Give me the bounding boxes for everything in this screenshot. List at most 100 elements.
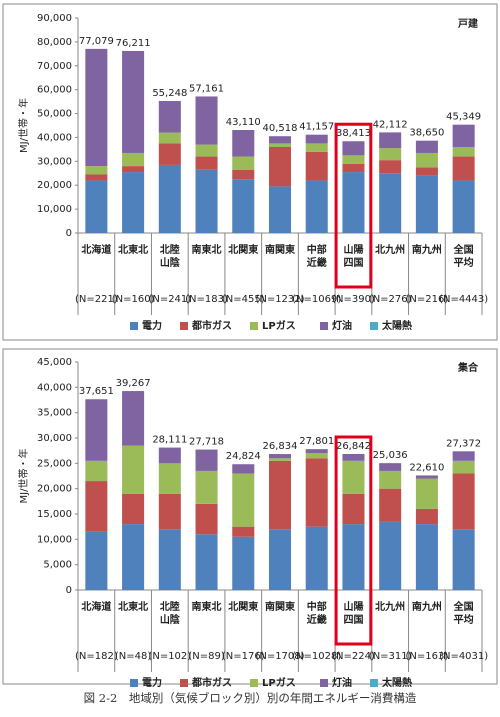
x-tick-label: 南東北 xyxy=(192,600,222,613)
total-label: 38,650 xyxy=(409,128,444,139)
x-tick-label: 北関東 xyxy=(228,243,258,256)
bar-segment xyxy=(452,473,475,530)
bar-segment xyxy=(158,164,181,233)
bar-segment xyxy=(305,526,328,590)
y-tick-label: 25,000 xyxy=(37,458,72,469)
x-tick-label: 北陸 xyxy=(160,600,180,613)
x-tick-label: 四国 xyxy=(343,614,363,626)
bar-segment xyxy=(195,470,218,504)
bar-segment xyxy=(268,529,292,590)
total-label: 24,824 xyxy=(226,451,261,462)
x-tick-label: 山陰 xyxy=(160,613,181,626)
bar-segment xyxy=(268,460,292,530)
sample-size: (N=1069) xyxy=(292,294,341,305)
total-label: 27,718 xyxy=(189,437,224,448)
total-label: 28,111 xyxy=(152,435,187,446)
bar-segment xyxy=(305,143,328,152)
x-tick-label: 平均 xyxy=(454,613,474,626)
bar-segment xyxy=(305,458,328,527)
total-label: 43,110 xyxy=(226,117,261,128)
bar-segment xyxy=(342,524,365,590)
x-tick-label: 山陽 xyxy=(343,243,363,256)
bar-segment xyxy=(85,481,108,532)
bar-segment xyxy=(268,458,292,461)
x-tick-label: 山陽 xyxy=(343,600,363,613)
bar-segment xyxy=(268,454,292,459)
y-tick-label: 40,000 xyxy=(37,382,72,393)
sample-size: (N=4031) xyxy=(439,651,488,662)
total-label: 27,801 xyxy=(299,436,334,447)
x-tick-label: 近畿 xyxy=(307,613,327,626)
total-label: 26,834 xyxy=(263,441,298,452)
bar-segment xyxy=(305,453,328,459)
bar-segment xyxy=(195,503,218,535)
legend-swatch xyxy=(320,322,328,330)
bar-segment xyxy=(415,175,438,233)
total-label: 41,157 xyxy=(299,122,334,133)
bar-segment xyxy=(379,132,402,149)
y-axis-label: MJ/世帯・年 xyxy=(17,98,30,153)
total-label: 57,161 xyxy=(189,83,224,94)
y-tick-label: 0 xyxy=(66,585,72,596)
bar-segment xyxy=(379,173,402,233)
bar-segment xyxy=(122,50,145,153)
x-tick-label: 北九州 xyxy=(375,243,405,256)
bar-segment xyxy=(342,141,365,156)
bar-segment xyxy=(195,156,218,170)
x-tick-label: 平均 xyxy=(454,256,474,269)
sample-size: (N=4443) xyxy=(439,294,488,305)
bar-segment xyxy=(415,478,438,509)
highlight-box xyxy=(334,435,373,646)
bar-segment xyxy=(305,151,328,181)
y-tick-label: 20,000 xyxy=(37,180,72,191)
x-tick-label: 中部 xyxy=(307,243,327,256)
bar-segment xyxy=(195,169,218,233)
bar-segment xyxy=(232,169,255,180)
bar-segment xyxy=(158,143,181,165)
sample-size: (N=160) xyxy=(112,294,155,305)
bar-segment xyxy=(452,147,475,157)
bar-segment xyxy=(342,172,365,233)
bar-segment xyxy=(195,449,218,471)
bar-segment xyxy=(379,148,402,161)
total-label: 25,036 xyxy=(373,450,408,461)
y-tick-label: 60,000 xyxy=(37,85,72,96)
bar-segment xyxy=(195,534,218,590)
x-tick-label: 近畿 xyxy=(307,256,327,269)
sample-size: (N=1028) xyxy=(292,651,341,662)
legend-label: 電力 xyxy=(142,676,162,689)
total-label: 40,518 xyxy=(263,123,298,134)
legend-label: LPガス xyxy=(262,319,296,332)
bar-segment xyxy=(415,152,438,168)
sample-size: (N=48) xyxy=(115,651,151,662)
bar-segment xyxy=(195,96,218,145)
y-tick-label: 40,000 xyxy=(37,132,72,143)
bar-segment xyxy=(268,186,292,233)
x-tick-label: 南東北 xyxy=(192,243,222,256)
sample-size: (N=311) xyxy=(369,651,412,662)
bar-segment xyxy=(122,172,145,233)
bar-segment xyxy=(268,147,292,187)
sample-size: (N=455) xyxy=(222,294,265,305)
x-tick-label: 北関東 xyxy=(228,600,258,613)
total-label: 27,372 xyxy=(446,438,481,449)
legend-label: 太陽熱 xyxy=(381,319,412,332)
y-axis-label: MJ/世帯・年 xyxy=(17,449,30,504)
bar-segment xyxy=(342,493,365,525)
bar-segment xyxy=(305,134,328,144)
bar-segment xyxy=(232,464,255,474)
bar-segment xyxy=(232,473,255,527)
sample-size: (N=163) xyxy=(406,651,449,662)
sample-size: (N=224) xyxy=(332,651,375,662)
sample-size: (N=216) xyxy=(406,294,449,305)
bar-segment xyxy=(342,163,365,173)
bar-segment xyxy=(85,399,108,461)
x-tick-label: 全国 xyxy=(453,243,474,256)
x-tick-label: 中部 xyxy=(307,600,327,613)
bar-segment xyxy=(158,493,181,530)
y-tick-label: 70,000 xyxy=(37,61,72,72)
total-label: 77,079 xyxy=(79,36,114,47)
bar-segment xyxy=(452,156,475,181)
y-tick-label: 5,000 xyxy=(43,560,72,571)
bar-segment xyxy=(342,155,365,164)
